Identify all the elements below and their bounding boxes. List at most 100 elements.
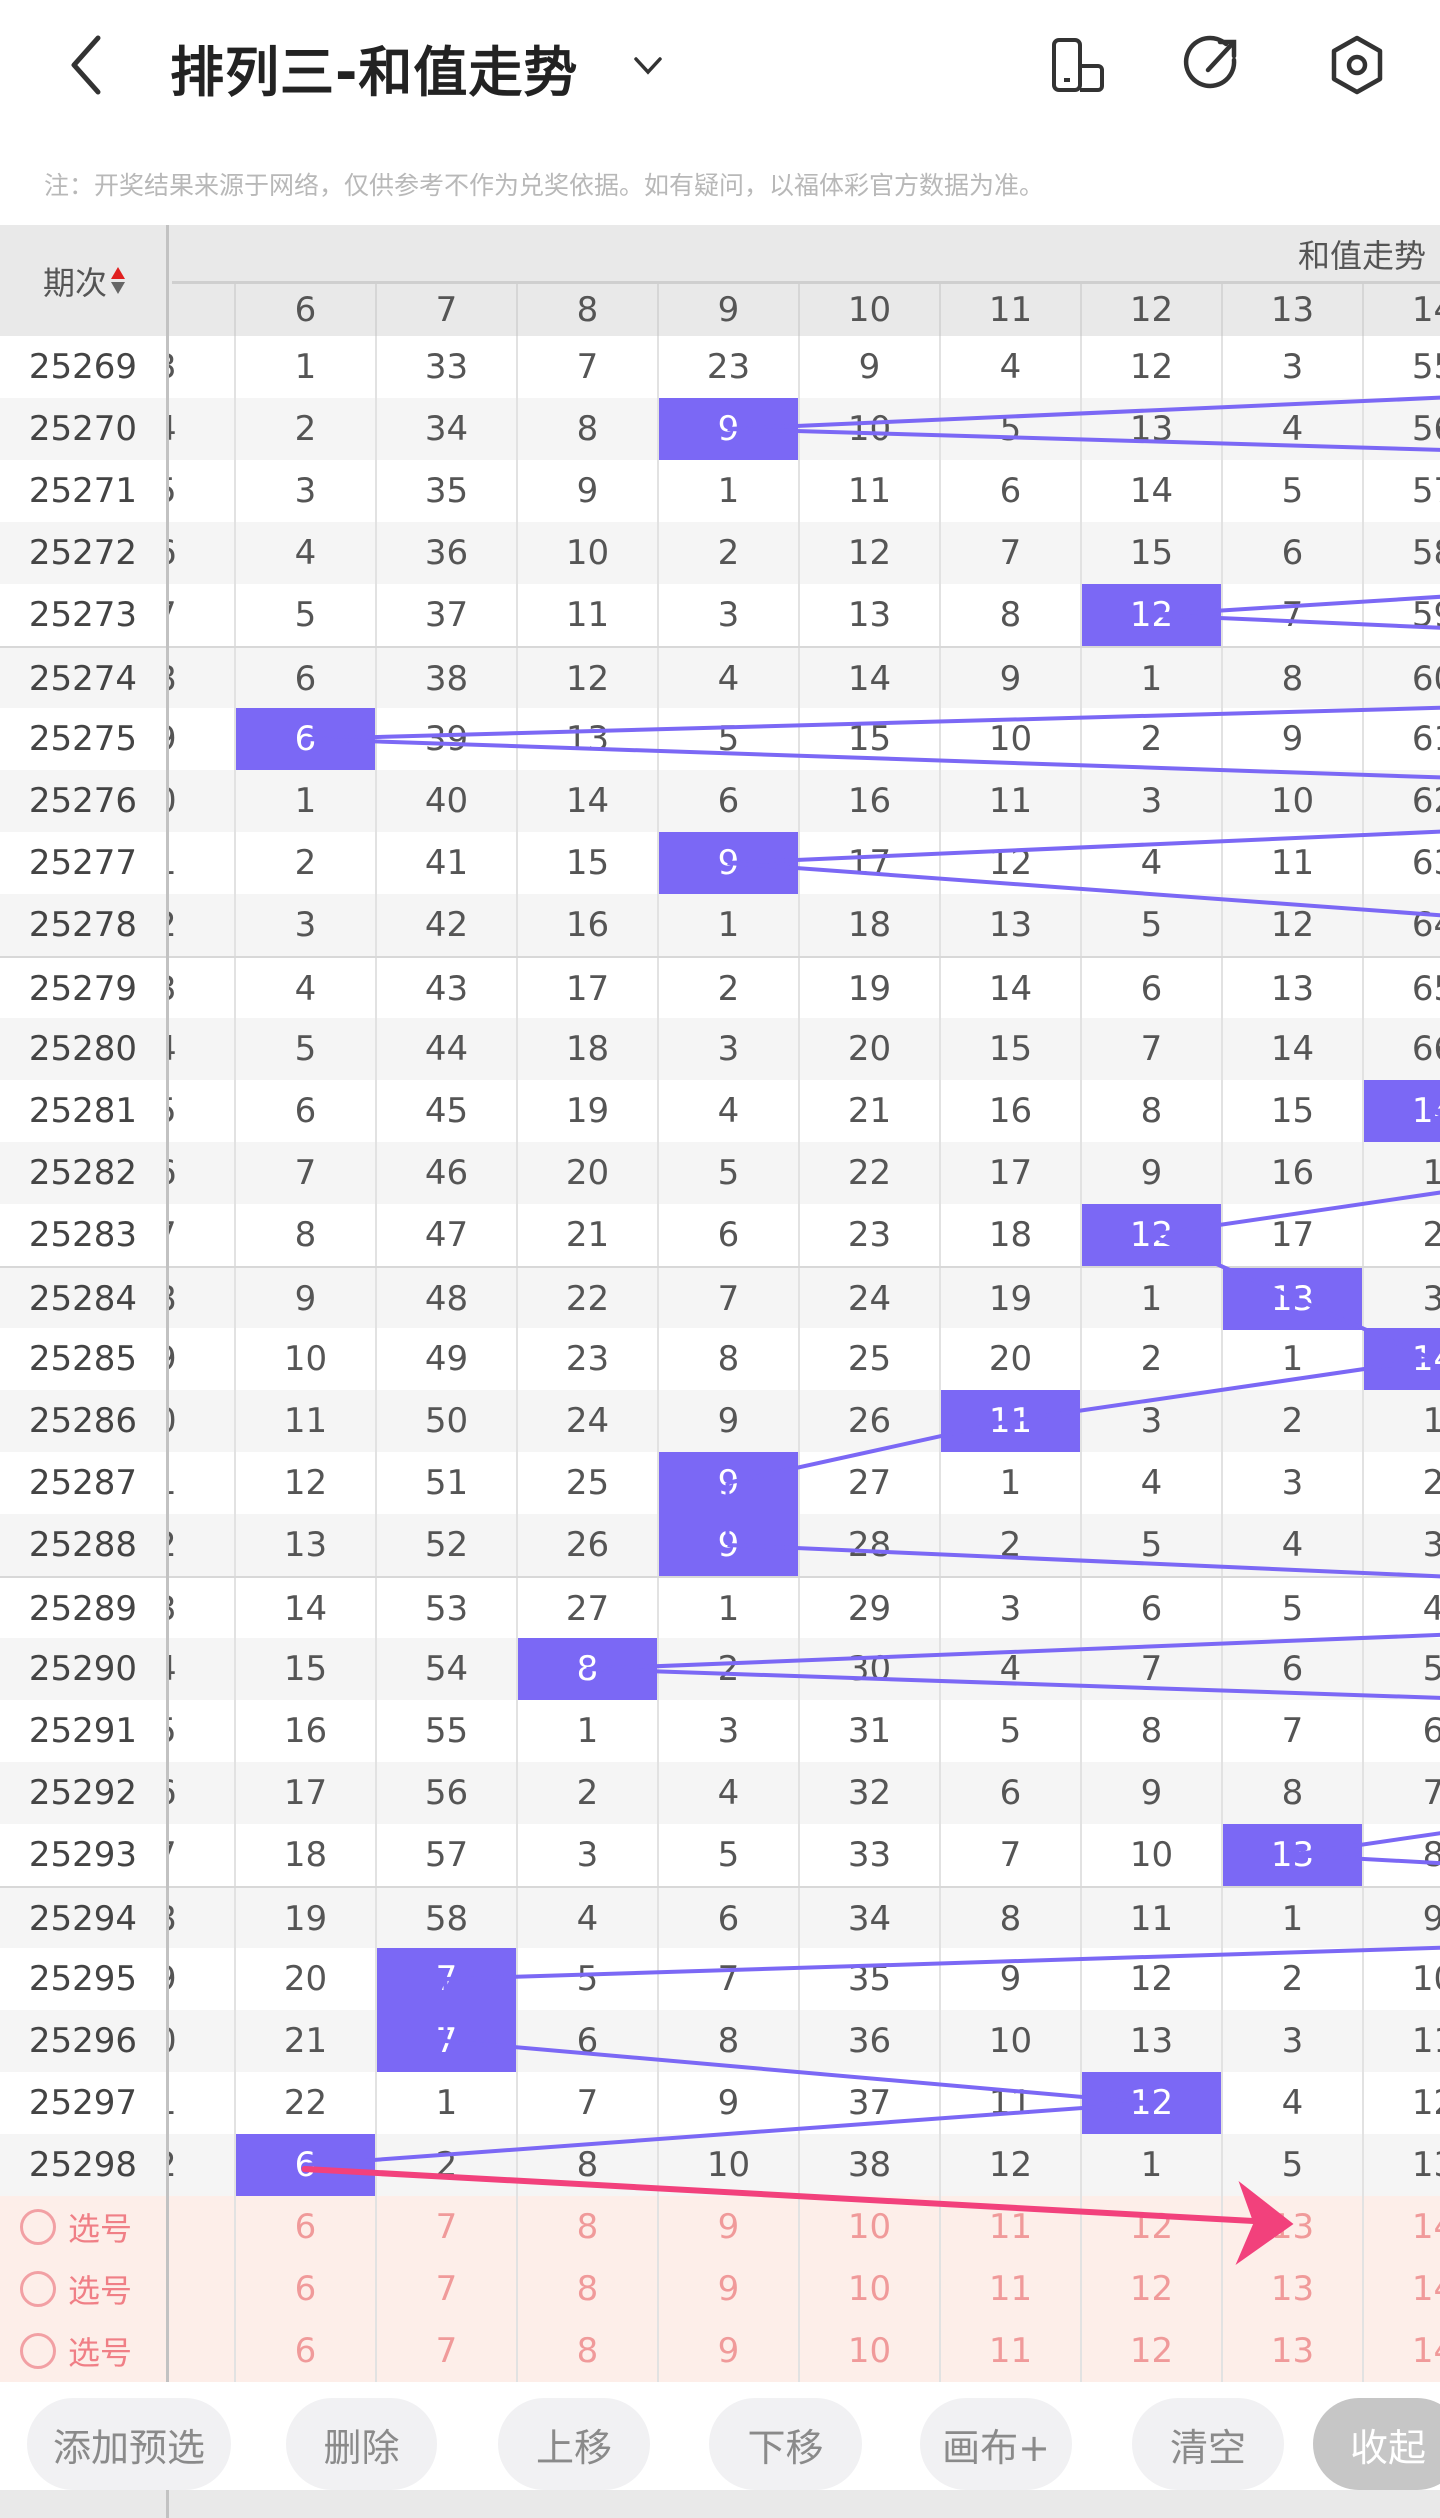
partial-cell: 0 [169,1390,234,1452]
select-number-12[interactable]: 12 [1080,2196,1221,2258]
partial-cell: 5 [169,1080,234,1142]
page-title[interactable]: 排列三-和值走势 [170,41,579,104]
omission-cell: 6 [657,1204,798,1266]
omission-cell: 63 [1362,832,1440,894]
collapse-button[interactable]: 收起 [1313,2398,1440,2490]
select-number-6[interactable]: 6 [234,2196,375,2258]
omission-cell: 33 [375,336,516,398]
omission-cell: 7 [1080,1018,1221,1080]
table-header: 期次 和值走势 67891011121314 [0,225,1440,336]
omission-cell: 3 [1362,1514,1440,1576]
omission-cell: 22 [798,1142,939,1204]
omission-cell: 3 [1362,1268,1440,1330]
hit-cell: 8 [516,1638,657,1700]
partial-cell-value: 2 [169,894,177,956]
select-number-14[interactable]: 14 [1362,2258,1440,2320]
select-toggle[interactable]: 选号 [0,2320,166,2382]
period-cell: 25273 [28,595,138,635]
select-number-11[interactable]: 11 [939,2196,1080,2258]
omission-cell: 9 [1080,1142,1221,1204]
omission-cell: 22 [234,2072,375,2134]
canvas-plus-button[interactable]: 画布+ [920,2398,1072,2490]
partial-cell-value: 2 [169,1514,177,1576]
omission-cell: 7 [657,1948,798,2010]
select-number-8[interactable]: 8 [516,2258,657,2320]
select-number-12[interactable]: 12 [1080,2320,1221,2382]
omission-cell: 19 [798,958,939,1020]
table-row: 25275963913515102961 [0,708,1440,770]
delete-button[interactable]: 删除 [286,2398,437,2490]
select-number-6[interactable]: 6 [234,2320,375,2382]
hit-cell: 6 [234,708,375,770]
select-number-9[interactable]: 9 [657,2320,798,2382]
partial-cell-value: 7 [169,1204,177,1266]
omission-cell: 14 [939,958,1080,1020]
select-number-10[interactable]: 10 [798,2196,939,2258]
omission-cell: 10 [939,2010,1080,2072]
omission-cell: 66 [1362,1018,1440,1080]
period-cell: 25272 [28,533,138,573]
period-cell: 25298 [28,2145,138,2185]
omission-cell: 18 [516,1018,657,1080]
back-chevron-icon[interactable] [60,30,120,100]
chevron-down-icon[interactable] [628,45,668,85]
partial-cell: 6 [169,522,234,584]
omission-cell: 59 [1362,584,1440,646]
select-number-7[interactable]: 7 [375,2258,516,2320]
select-number-13[interactable]: 13 [1221,2196,1362,2258]
select-number-7[interactable]: 7 [375,2196,516,2258]
omission-cell: 4 [234,522,375,584]
select-number-13[interactable]: 13 [1221,2258,1362,2320]
add-preselect-button[interactable]: 添加预选 [27,2398,231,2490]
table-row: 2528711251259271432 [0,1452,1440,1514]
omission-cell: 14 [1221,1018,1362,1080]
omission-cell: 4 [516,1888,657,1950]
select-number-14[interactable]: 14 [1362,2196,1440,2258]
select-number-6[interactable]: 6 [234,2258,375,2320]
period-cell: 25285 [28,1339,138,1379]
select-number-12[interactable]: 12 [1080,2258,1221,2320]
select-row: 选号 67891011121314 [0,2196,1440,2258]
omission-cell: 8 [516,398,657,460]
select-number-9[interactable]: 9 [657,2258,798,2320]
partial-cell: 1 [169,832,234,894]
column-header-9: 9 [657,284,798,336]
settings-icon[interactable] [1326,34,1388,96]
select-number-9[interactable]: 9 [657,2196,798,2258]
select-number-10[interactable]: 10 [798,2258,939,2320]
radio-circle-icon[interactable] [20,2271,56,2307]
select-number-10[interactable]: 10 [798,2320,939,2382]
select-number-8[interactable]: 8 [516,2196,657,2258]
select-number-13[interactable]: 13 [1221,2320,1362,2382]
omission-cell: 38 [375,648,516,710]
select-number-7[interactable]: 7 [375,2320,516,2382]
select-number-14[interactable]: 14 [1362,2320,1440,2382]
omission-cell: 62 [1362,770,1440,832]
move-down-button[interactable]: 下移 [709,2398,862,2490]
table-row: 252926175624326987 [0,1762,1440,1824]
table-row: 25280 4544183201571466 [0,1018,1440,1080]
select-toggle[interactable]: 选号 [0,2196,166,2258]
table-row: 25286011502492611321 [0,1390,1440,1452]
omission-cell: 16 [1221,1142,1362,1204]
column-header-7: 7 [375,284,516,336]
select-toggle[interactable]: 选号 [0,2258,166,2320]
omission-cell: 3 [1221,2010,1362,2072]
clear-button[interactable]: 清空 [1132,2398,1284,2490]
period-header[interactable]: 期次 [0,225,168,336]
omission-cell: 12 [798,522,939,584]
select-number-8[interactable]: 8 [516,2320,657,2382]
move-up-button[interactable]: 上移 [498,2398,650,2490]
phone-layout-icon[interactable] [1048,34,1110,96]
select-number-11[interactable]: 11 [939,2320,1080,2382]
select-number-11[interactable]: 11 [939,2258,1080,2320]
omission-cell: 20 [234,1948,375,2010]
partial-cell: 7 [169,1824,234,1886]
omission-cell: 15 [1080,522,1221,584]
sort-icon[interactable] [111,267,125,294]
share-icon[interactable] [1182,34,1244,96]
partial-cell-value: 1 [169,832,177,894]
radio-circle-icon[interactable] [20,2333,56,2369]
radio-circle-icon[interactable] [20,2209,56,2245]
omission-cell: 15 [234,1638,375,1700]
